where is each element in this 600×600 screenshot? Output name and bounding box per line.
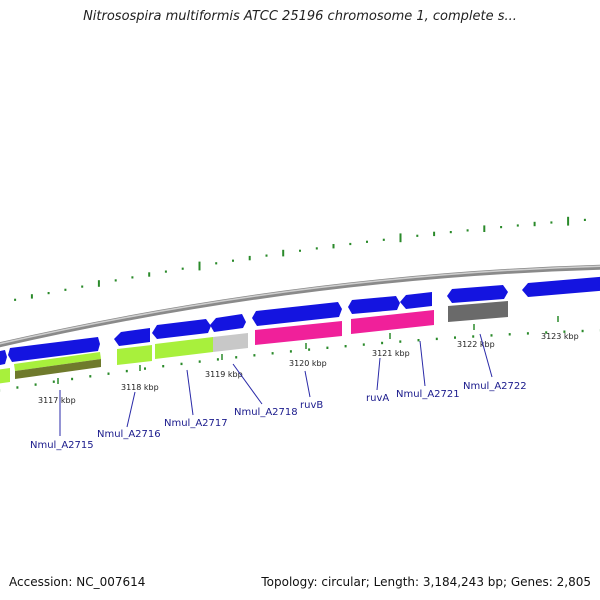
gene-label[interactable]: ruvB <box>300 400 323 411</box>
gene-reverse[interactable] <box>14 352 101 371</box>
gene-label-leader <box>304 370 311 398</box>
gene-forward[interactable] <box>0 350 7 366</box>
gene-reverse[interactable] <box>15 359 101 379</box>
gene-label[interactable]: Nmul_A2716 <box>97 429 161 440</box>
gene-forward[interactable] <box>447 285 508 303</box>
forward-strand-genes <box>0 276 600 366</box>
gene-reverse[interactable] <box>255 321 342 345</box>
gene-label[interactable]: Nmul_A2718 <box>234 407 298 418</box>
gene-forward[interactable] <box>348 296 400 314</box>
accession-text: Accession: NC_007614 <box>9 575 146 589</box>
gene-labels: Nmul_A2715 Nmul_A2716 Nmul_A2717 Nmul_A2… <box>30 381 527 451</box>
gene-forward[interactable] <box>152 319 211 339</box>
gene-label[interactable]: ruvA <box>366 393 389 404</box>
scale-tick-label: 3122 kbp <box>457 340 495 349</box>
scale-tick-label: 3120 kbp <box>289 359 327 368</box>
map-title: Nitrosospira multiformis ATCC 25196 chro… <box>83 9 517 24</box>
gene-label-leader <box>126 391 136 428</box>
scale-tick-label: 3119 kbp <box>205 370 243 379</box>
gene-forward[interactable] <box>114 328 150 346</box>
gc-content-track <box>0 216 600 392</box>
gene-reverse[interactable] <box>117 345 152 365</box>
genome-summary-text: Topology: circular; Length: 3,184,243 bp… <box>261 575 591 589</box>
gene-reverse[interactable] <box>0 368 10 384</box>
gene-label-leader <box>232 363 263 405</box>
gene-label-leader <box>479 333 493 378</box>
gene-label[interactable]: Nmul_A2715 <box>30 440 94 451</box>
gene-label-leader <box>376 357 381 391</box>
scale-tick-label: 3121 kbp <box>372 349 410 358</box>
gene-label[interactable]: Nmul_A2721 <box>396 389 460 400</box>
reverse-strand-genes <box>0 301 508 384</box>
scale-tick-label: 3123 kbp <box>541 332 579 341</box>
gene-label-leader <box>186 369 194 416</box>
gene-forward[interactable] <box>210 314 246 332</box>
gene-reverse[interactable] <box>448 301 508 322</box>
gene-forward[interactable] <box>8 337 100 362</box>
scale-ticks: 3117 kbp 3118 kbp 3119 kbp 3120 kbp 3121… <box>38 316 579 405</box>
gene-reverse[interactable] <box>351 310 434 334</box>
gene-label-leader <box>419 340 426 387</box>
gene-forward[interactable] <box>400 292 432 309</box>
gene-reverse[interactable] <box>155 337 213 359</box>
gene-label-leaders <box>59 333 493 436</box>
chromosome-backbone <box>0 264 600 348</box>
gene-forward[interactable] <box>522 276 600 297</box>
scale-tick-label: 3117 kbp <box>38 396 76 405</box>
gene-label[interactable]: Nmul_A2717 <box>164 418 228 429</box>
gene-reverse[interactable] <box>213 333 248 352</box>
scale-tick-label: 3118 kbp <box>121 383 159 392</box>
chromosome-backbone-highlight <box>0 265 600 345</box>
gene-forward[interactable] <box>252 302 342 326</box>
gene-label[interactable]: Nmul_A2722 <box>463 381 527 392</box>
